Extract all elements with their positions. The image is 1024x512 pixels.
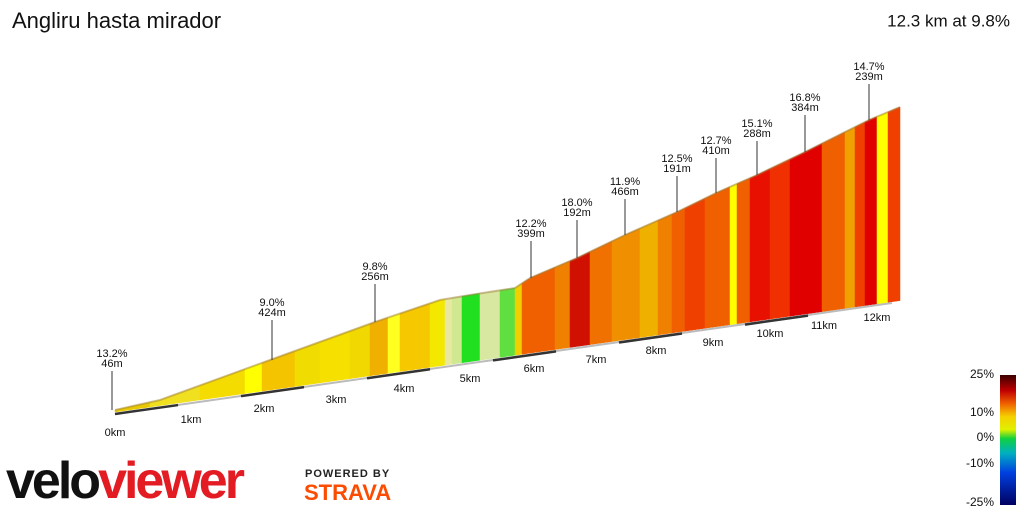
profile-segment: [319, 330, 351, 384]
annotation-length: 191m: [663, 163, 691, 175]
scale-label: -25%: [966, 495, 994, 509]
profile-segment: [854, 121, 866, 308]
profile-segment: [704, 186, 731, 329]
annotation-gradient: 12.5%: [661, 153, 692, 165]
profile-segment: [554, 260, 571, 350]
annotation-length: 410m: [702, 145, 730, 157]
profile-segment: [199, 368, 246, 401]
scale-label: 25%: [970, 367, 994, 381]
km-band: [618, 332, 683, 344]
profile-segment: [749, 168, 771, 323]
profile-segment: [369, 317, 389, 377]
profile-segment: [736, 177, 751, 325]
profile-segment: [479, 290, 501, 361]
profile-segment: [864, 116, 878, 306]
profile-segment: [639, 220, 659, 338]
annotation-gradient: 14.7%: [853, 61, 884, 73]
powered-by: POWERED BY: [305, 468, 390, 480]
distance-label: 10km: [757, 328, 784, 340]
distance-label: 9km: [703, 337, 724, 349]
km-band: [744, 314, 809, 326]
scale-label: 0%: [977, 430, 995, 444]
profile: [114, 106, 901, 416]
distance-label: 4km: [394, 383, 415, 395]
profile-segment: [657, 213, 673, 336]
annotation-gradient: 12.2%: [515, 218, 546, 230]
profile-segment: [429, 298, 446, 368]
annotation-gradient: 15.1%: [741, 118, 772, 130]
annotation-gradient: 16.8%: [789, 92, 820, 104]
profile-segment: [589, 240, 613, 345]
profile-segment: [769, 158, 791, 320]
annotation-gradient: 13.2%: [96, 348, 127, 360]
profile-segment: [671, 207, 686, 334]
profile-segment: [611, 227, 641, 342]
summary: 12.3 km at 9.8%: [887, 11, 1010, 30]
profile-ridge: [114, 106, 901, 411]
title: Angliru hasta mirador: [12, 8, 221, 33]
annotation-gradient: 18.0%: [561, 197, 592, 209]
profile-segment: [514, 282, 523, 356]
profile-segment: [349, 323, 371, 379]
profile-segment: [844, 126, 856, 309]
annotation-length: 466m: [611, 186, 639, 198]
profile-segment: [387, 313, 401, 374]
distance-label: 7km: [586, 354, 607, 366]
logo-part: velo: [6, 452, 99, 510]
gradient-scale-bar: [1000, 375, 1016, 505]
km-band: [240, 385, 305, 398]
labels: 0km 1km 2km 3km 4km 5km 6km 7km 8km 9km 10km 11km 12…: [96, 61, 994, 509]
annotation-length: 288m: [743, 128, 771, 140]
annotation-length: 256m: [361, 271, 389, 283]
distance-label: 11km: [811, 320, 837, 332]
annotation-length: 46m: [101, 358, 122, 370]
km-band: [366, 368, 431, 380]
distance-label: 6km: [524, 363, 545, 375]
annotation-gradient: 12.7%: [700, 135, 731, 147]
annotation-length: 424m: [258, 307, 286, 319]
profile-segment: [729, 183, 738, 325]
scale-label: 10%: [970, 405, 994, 419]
annotation-gradient: 9.8%: [362, 261, 387, 273]
profile-segment: [789, 143, 823, 317]
profile-segment: [821, 131, 846, 312]
profile-segment: [684, 197, 706, 332]
km-band: [492, 350, 557, 362]
scale-label: -10%: [966, 456, 994, 470]
annotation-gradient: 11.9%: [610, 176, 641, 188]
profile-segment: [451, 296, 463, 365]
distance-label: 1km: [181, 414, 202, 426]
logo: veloviewer: [6, 452, 245, 510]
profile-segment: [444, 297, 453, 366]
profile-segment: [499, 287, 516, 358]
annotation-length: 384m: [791, 102, 819, 114]
annotation-length: 399m: [517, 228, 545, 240]
distance-label: 12km: [864, 312, 891, 324]
distance-label: 5km: [460, 373, 481, 385]
distance-label: 2km: [254, 403, 275, 415]
distance-label: 0km: [105, 427, 126, 439]
annotation-length: 192m: [563, 207, 591, 219]
profile-segment: [876, 111, 889, 305]
annotation-length: 239m: [855, 71, 883, 83]
profile-segment: [461, 293, 481, 364]
profile-segment: [399, 303, 431, 372]
partner-logo: STRAVA: [304, 480, 391, 505]
profile-segment: [887, 106, 901, 303]
logo-part: viewer: [98, 452, 245, 510]
annotation-gradient: 9.0%: [259, 297, 284, 309]
profile-segment: [569, 251, 591, 348]
distance-label: 3km: [326, 394, 347, 406]
distance-label: 8km: [646, 345, 667, 357]
km-band: [114, 403, 179, 416]
